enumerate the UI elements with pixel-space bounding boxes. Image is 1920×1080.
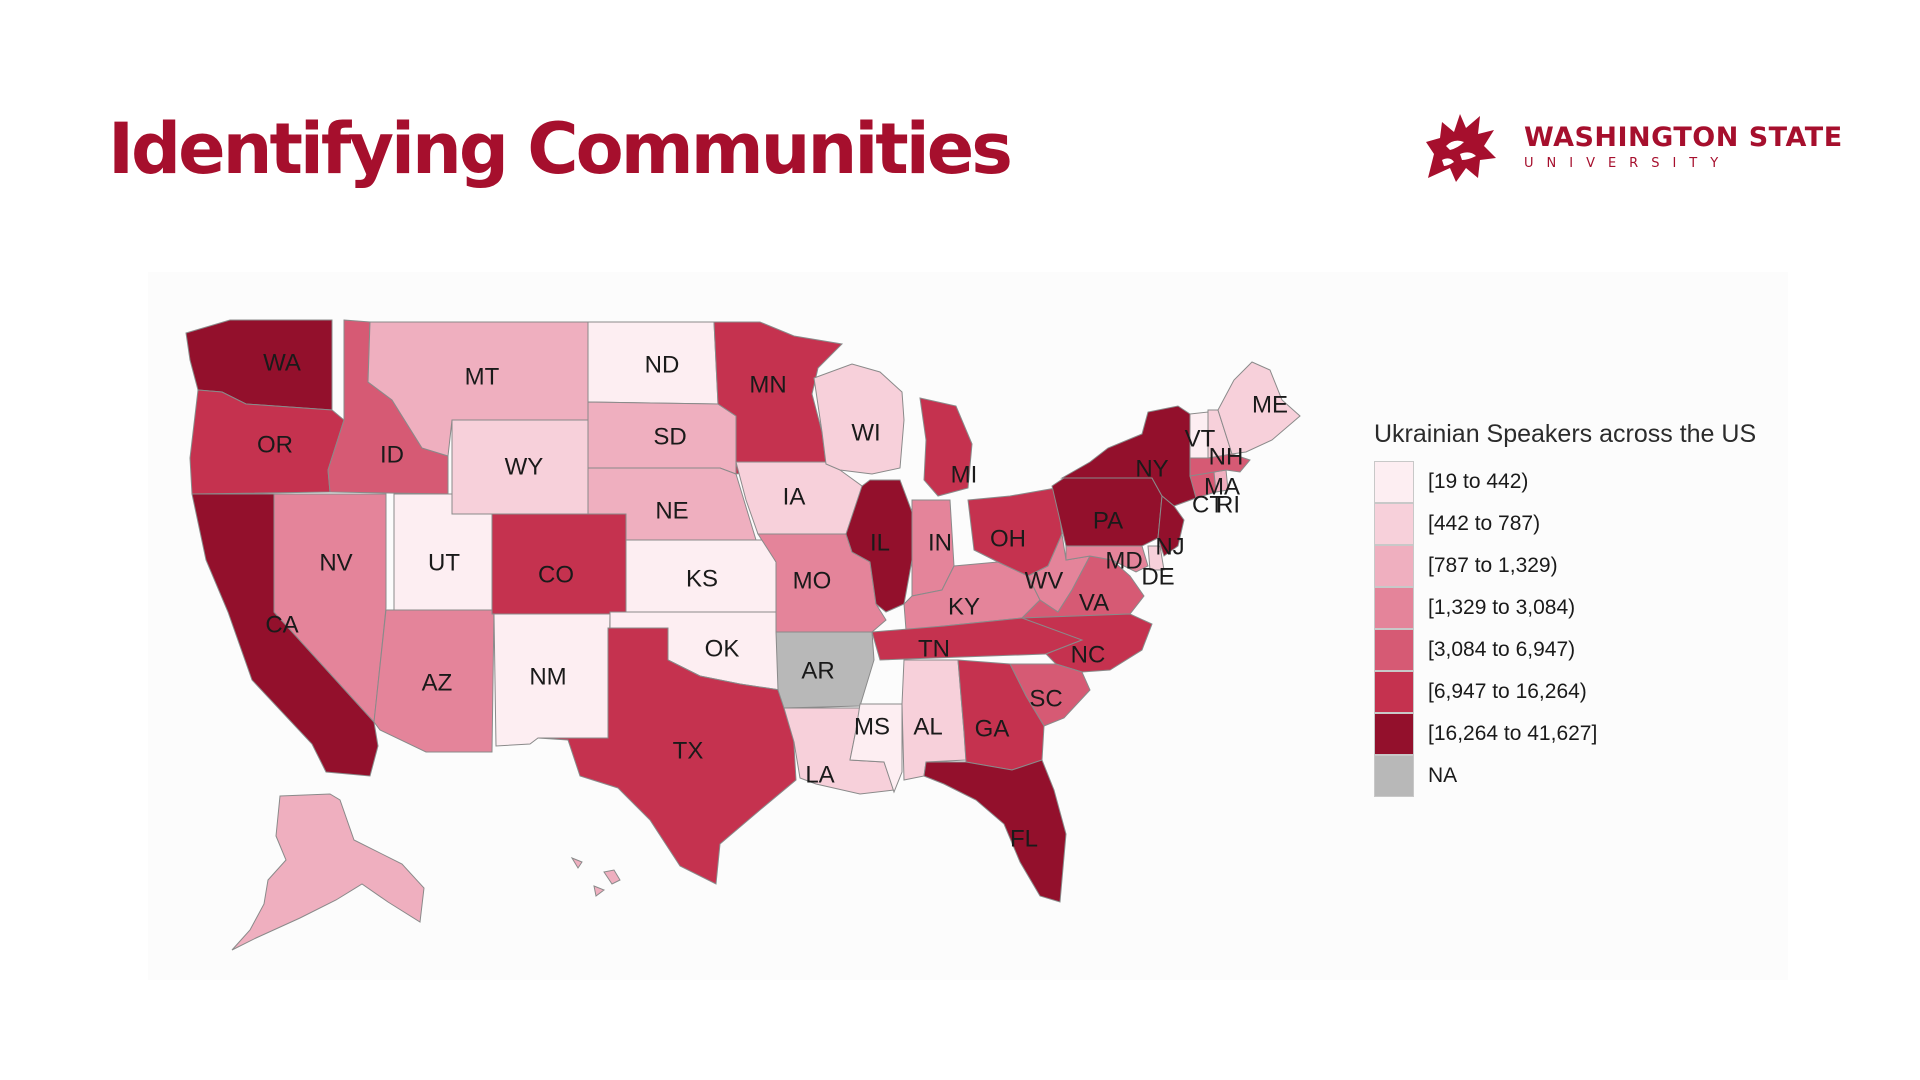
legend-label: NA — [1428, 764, 1458, 787]
state-ak — [231, 793, 425, 951]
state-label-il: IL — [870, 529, 890, 556]
logo-name: WASHINGTON STATE — [1524, 122, 1843, 153]
state-me — [1217, 361, 1301, 455]
state-label-ar: AR — [801, 657, 834, 684]
slide-title: Identifying Communities — [108, 108, 1013, 190]
state-label-ny: NY — [1135, 455, 1168, 482]
legend-item: [6,947 to 16,264) — [1374, 671, 1756, 713]
legend-label: [1,329 to 3,084) — [1428, 596, 1576, 619]
legend-label: [16,264 to 41,627] — [1428, 722, 1598, 745]
legend-swatch — [1374, 629, 1414, 671]
state-md — [1065, 545, 1149, 573]
map-panel: WA OR CA ID NV MT WY UT AZ CO NM ND SD NE KS OK TX MN IA MO… — [148, 272, 1788, 980]
state-mi — [919, 397, 973, 497]
state-label-me: ME — [1252, 391, 1288, 418]
state-label-sc: SC — [1029, 685, 1062, 712]
state-hi — [570, 856, 621, 897]
state-nc — [1021, 613, 1153, 673]
legend-swatch — [1374, 461, 1414, 503]
state-label-fl: FL — [1010, 825, 1038, 852]
state-label-sd: SD — [653, 423, 686, 450]
state-label-or: OR — [257, 431, 293, 458]
state-label-co: CO — [538, 561, 574, 588]
logo-subname: UNIVERSITY — [1524, 156, 1732, 171]
legend-item: [787 to 1,329) — [1374, 545, 1756, 587]
state-wi — [813, 363, 905, 475]
legend-label: [442 to 787) — [1428, 512, 1541, 535]
legend-swatch — [1374, 503, 1414, 545]
legend-item: [1,329 to 3,084) — [1374, 587, 1756, 629]
state-label-oh: OH — [990, 525, 1026, 552]
legend-swatch — [1374, 545, 1414, 587]
legend-swatch — [1374, 755, 1414, 797]
legend-label: [787 to 1,329) — [1428, 554, 1558, 577]
legend-item: [16,264 to 41,627] — [1374, 713, 1756, 755]
state-label-nm: NM — [529, 663, 566, 690]
state-label-tx: TX — [673, 737, 704, 764]
state-label-mi: MI — [951, 461, 978, 488]
state-mn — [713, 321, 844, 475]
state-label-nv: NV — [319, 549, 352, 576]
legend-item: [442 to 787) — [1374, 503, 1756, 545]
state-label-wi: WI — [851, 419, 880, 446]
state-label-nj: NJ — [1155, 533, 1184, 560]
state-label-ma: MA — [1204, 473, 1240, 500]
state-tx — [537, 627, 797, 885]
state-label-az: AZ — [422, 669, 453, 696]
state-label-ca: CA — [265, 611, 298, 638]
state-label-wa: WA — [263, 349, 301, 376]
legend-item: NA — [1374, 755, 1756, 797]
state-label-mo: MO — [793, 567, 832, 594]
state-label-ga: GA — [975, 715, 1010, 742]
state-fl — [923, 759, 1067, 903]
state-label-ia: IA — [783, 483, 806, 510]
us-choropleth-map: WA OR CA ID NV MT WY UT AZ CO NM ND SD NE KS OK TX MN IA MO… — [185, 319, 1301, 951]
state-label-ms: MS — [854, 713, 890, 740]
state-label-tn: TN — [918, 635, 950, 662]
state-label-ne: NE — [655, 497, 688, 524]
legend-label: [3,084 to 6,947) — [1428, 638, 1576, 661]
legend: Ukrainian Speakers across the US [19 to … — [1374, 420, 1756, 797]
state-de — [1147, 545, 1165, 571]
state-label-la: LA — [805, 761, 834, 788]
state-label-ut: UT — [428, 549, 460, 576]
legend-item: [3,084 to 6,947) — [1374, 629, 1756, 671]
state-label-pa: PA — [1093, 507, 1123, 534]
state-label-ky: KY — [948, 593, 980, 620]
legend-label: [6,947 to 16,264) — [1428, 680, 1587, 703]
wsu-logo: WASHINGTON STATE UNIVERSITY — [1420, 108, 1843, 188]
legend-swatch — [1374, 671, 1414, 713]
state-label-ok: OK — [705, 635, 740, 662]
state-label-in: IN — [928, 529, 952, 556]
state-label-id: ID — [380, 441, 404, 468]
state-label-wv: WV — [1025, 567, 1064, 594]
state-label-mt: MT — [465, 363, 500, 390]
state-label-vt: VT — [1185, 425, 1216, 452]
legend-swatch — [1374, 587, 1414, 629]
state-label-va: VA — [1079, 589, 1109, 616]
state-label-wy: WY — [505, 453, 544, 480]
legend-swatch — [1374, 713, 1414, 755]
state-label-md: MD — [1105, 547, 1142, 574]
states-layer — [185, 319, 1301, 951]
state-label-nd: ND — [645, 351, 680, 378]
state-label-ct: CT — [1192, 491, 1224, 518]
state-label-ri: RI — [1216, 491, 1240, 518]
state-label-al: AL — [913, 713, 942, 740]
state-labels-layer: WA OR CA ID NV MT WY UT AZ CO NM ND SD NE KS OK TX MN IA MO… — [257, 349, 1288, 852]
cougar-head-icon — [1426, 114, 1496, 182]
state-label-de: DE — [1141, 563, 1174, 590]
state-nj — [1157, 495, 1185, 557]
legend-label: [19 to 442) — [1428, 470, 1529, 493]
legend-title: Ukrainian Speakers across the US — [1374, 420, 1757, 448]
state-label-ks: KS — [686, 565, 718, 592]
legend-items: [19 to 442) [442 to 787) [787 to 1,329) [1,… — [1374, 461, 1756, 797]
legend-item: [19 to 442) — [1374, 461, 1756, 503]
state-label-nc: NC — [1071, 641, 1106, 668]
state-label-nh: NH — [1209, 443, 1244, 470]
state-label-mn: MN — [749, 371, 786, 398]
state-il — [845, 479, 913, 613]
